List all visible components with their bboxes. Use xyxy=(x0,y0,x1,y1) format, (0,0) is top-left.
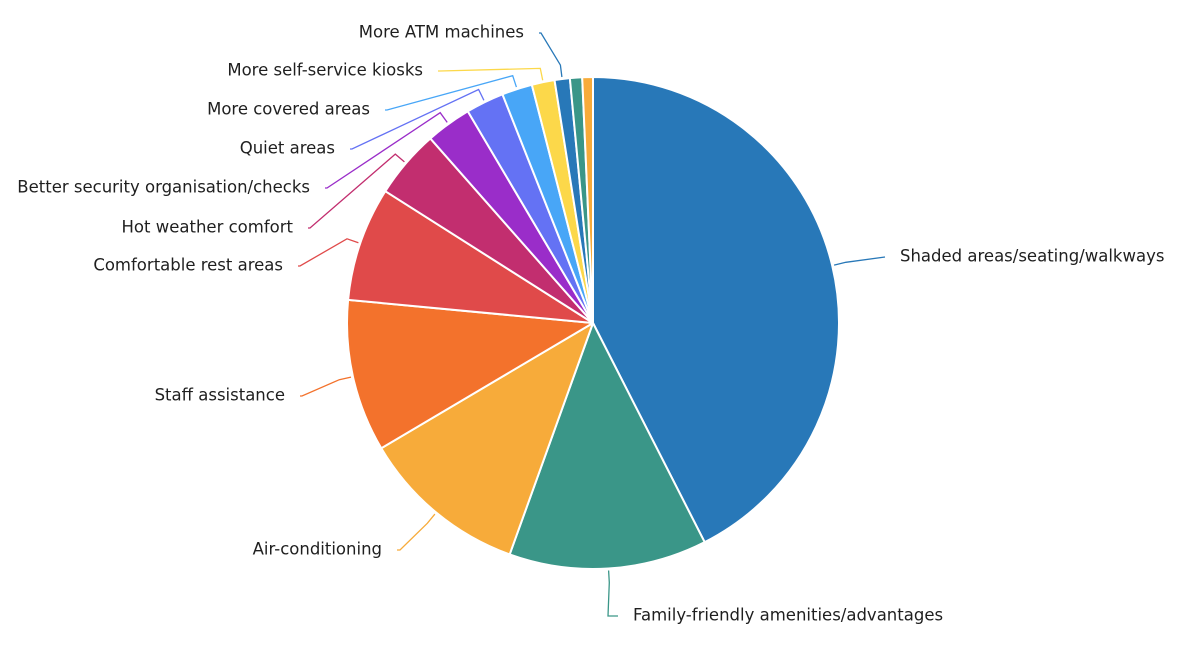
slice-label: Comfortable rest areas xyxy=(93,256,283,275)
leader-lines xyxy=(298,32,886,617)
leader-line xyxy=(298,238,359,267)
pie-slice xyxy=(380,322,594,556)
leader-line xyxy=(539,32,563,78)
slice-label: Hot weather comfort xyxy=(122,218,294,237)
pie-slice xyxy=(508,322,706,570)
slice-label: More ATM machines xyxy=(359,23,524,42)
leader-line xyxy=(385,74,518,111)
slice-labels: Shaded areas/seating/walkways Family-frie… xyxy=(17,23,1164,625)
pie-slice xyxy=(347,190,594,324)
leader-line xyxy=(325,111,448,189)
leader-line xyxy=(350,88,485,150)
pie-slice xyxy=(346,298,594,450)
slice-label: Better security organisation/checks xyxy=(17,178,310,197)
pie-slice xyxy=(581,76,594,324)
slice-label: Family-friendly amenities/advantages xyxy=(633,606,943,625)
slice-label: Air-conditioning xyxy=(253,540,382,559)
pie-slice xyxy=(592,76,841,544)
slice-label: Staff assistance xyxy=(155,386,285,405)
leader-line xyxy=(438,67,544,81)
leader-line xyxy=(607,570,618,617)
pie-slices xyxy=(346,76,841,570)
leader-line xyxy=(833,256,886,266)
leader-line xyxy=(300,376,352,397)
slice-label: Quiet areas xyxy=(240,139,335,158)
slice-label: More covered areas xyxy=(207,100,370,119)
leader-line xyxy=(308,153,405,229)
leader-line xyxy=(397,513,436,551)
slice-label: Shaded areas/seating/walkways xyxy=(900,247,1164,266)
slice-label: More self-service kiosks xyxy=(227,61,423,80)
